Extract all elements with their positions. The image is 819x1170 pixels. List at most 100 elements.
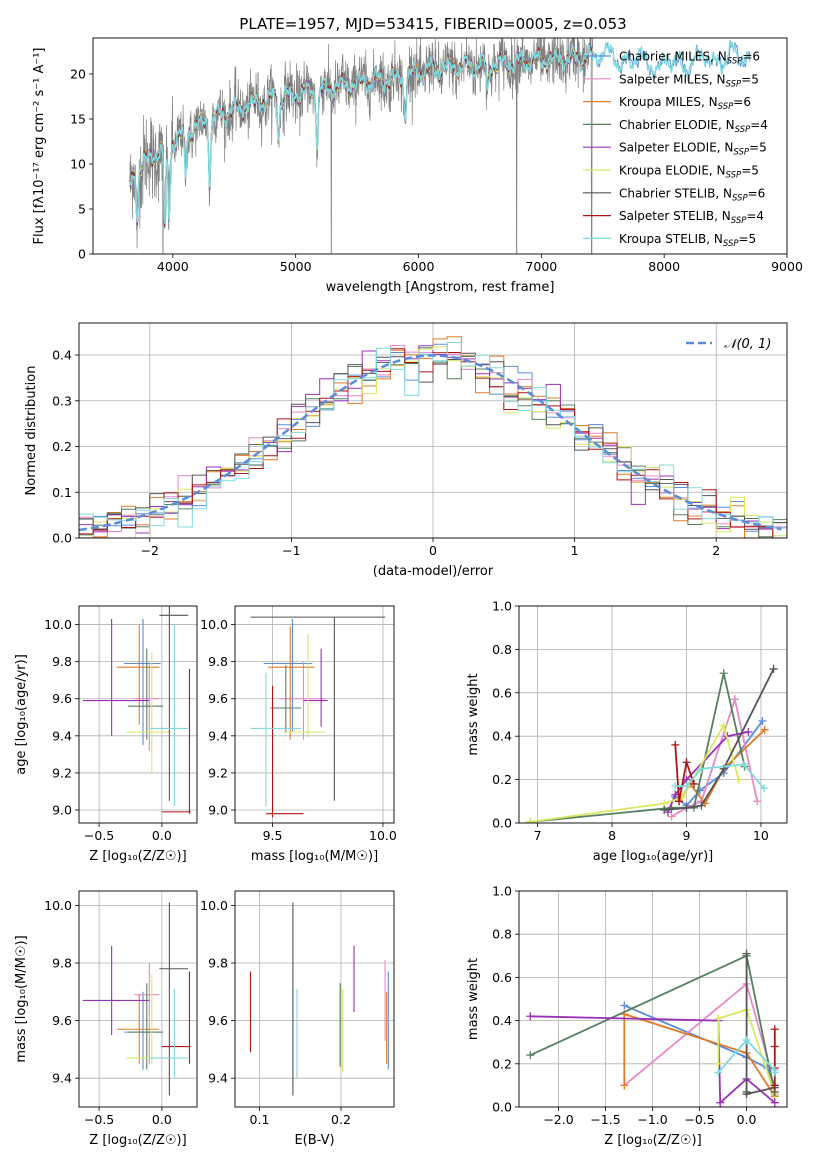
y-tick-label: 9.6 xyxy=(208,1013,228,1028)
x-tick-label: −2.0 xyxy=(543,1112,573,1127)
x-axis-label: mass [log₁₀(M/M☉)] xyxy=(251,849,378,864)
y-tick-label: 0 xyxy=(78,247,86,262)
weight-line-kroupa-elodie xyxy=(530,723,740,823)
x-tick-label: 0.2 xyxy=(331,1112,351,1127)
x-tick-label: 10.0 xyxy=(369,828,397,843)
legend-entry: Chabrier ELODIE, NSSP=4 xyxy=(619,118,768,135)
model-line-kroupa-stelib xyxy=(129,40,751,224)
weight-marker xyxy=(714,1014,723,1023)
weight-marker xyxy=(660,805,669,814)
x-tick-label: 2 xyxy=(712,543,720,558)
x-axis-label: age [log₁₀(age/yr)] xyxy=(593,849,714,864)
x-tick-label: 1 xyxy=(571,543,579,558)
weight-marker xyxy=(770,1025,779,1034)
figure-title: PLATE=1957, MJD=53415, FIBERID=0005, z=0… xyxy=(239,15,626,33)
legend-label: Chabrier ELODIE, N xyxy=(619,118,735,132)
y-axis-label: mass [log₁₀(M/M☉)] xyxy=(14,935,29,1062)
legend-sub: SSP xyxy=(723,239,739,249)
legend-sub: SSP xyxy=(727,57,743,67)
y-tick-label: 0.4 xyxy=(492,729,512,744)
legend-sub: SSP xyxy=(718,102,734,112)
y-tick-label: 9.8 xyxy=(208,956,228,971)
weight-marker xyxy=(753,797,762,806)
y-tick-label: 9.8 xyxy=(52,956,72,971)
y-tick-label: 0.0 xyxy=(492,1100,512,1115)
weight-line-chabrier-elodie xyxy=(530,673,746,823)
legend-label: Salpeter ELODIE, N xyxy=(619,141,733,155)
x-tick-label: −1.5 xyxy=(590,1112,620,1127)
legend-entry: Kroupa STELIB, NSSP=5 xyxy=(619,232,756,249)
weight-marker xyxy=(739,760,748,769)
chart-mass-vs-ebv: 0.1 0.2 9.4 9.6 9.8 10.0 E(B-V) xyxy=(200,890,395,1148)
x-tick-label: 8000 xyxy=(648,259,680,274)
weight-marker xyxy=(760,725,769,734)
plot-frame xyxy=(78,890,198,1108)
weight-line-kroupa-elodie xyxy=(717,1008,776,1095)
legend-sub: SSP xyxy=(731,216,747,226)
y-tick-label: 20 xyxy=(70,67,86,82)
weight-vs-age-plot-area xyxy=(526,664,778,823)
mass-vs-ebv-plot-area xyxy=(249,902,389,1096)
legend-entry: Chabrier STELIB, NSSP=6 xyxy=(619,186,765,203)
y-tick-label: 9.6 xyxy=(52,1013,72,1028)
weight-marker xyxy=(526,817,535,823)
x-axis-label: Z [log₁₀(Z/Z☉)] xyxy=(89,849,186,864)
weight-marker xyxy=(667,812,676,821)
chart-age-vs-mass: 9.5 10.0 9.0 9.2 9.4 9.6 9.8 10.0 mass [log₁₀(M/… xyxy=(200,605,397,864)
y-tick-label: 9.2 xyxy=(208,765,228,780)
legend-label: 𝒩(0, 1) xyxy=(724,337,771,352)
y-tick-label: 15 xyxy=(70,112,86,127)
model-line-chabrier-miles xyxy=(129,41,751,229)
weight-marker xyxy=(697,764,706,773)
y-tick-label: 9.4 xyxy=(52,728,72,743)
x-axis-label: Z [log₁₀(Z/Z☉)] xyxy=(89,1133,186,1148)
weight-marker xyxy=(526,1012,535,1021)
x-tick-label: 7 xyxy=(534,828,542,843)
weight-marker xyxy=(682,782,691,791)
weight-marker xyxy=(719,721,728,730)
weight-marker xyxy=(620,1081,629,1090)
weight-marker xyxy=(719,669,728,678)
weight-marker xyxy=(682,803,691,812)
y-tick-label: 9.0 xyxy=(52,803,72,818)
legend-tail: =5 xyxy=(739,232,757,246)
y-axis-label: mass weight xyxy=(466,958,481,1040)
legend-tail: =5 xyxy=(749,141,767,155)
chart-mass-vs-Z: −0.5 0.0 9.4 9.6 9.8 10.0 Z [log₁₀(Z/Z☉)] mass … xyxy=(14,890,198,1148)
plot-frame xyxy=(234,605,395,824)
x-axis-label: (data-model)/error xyxy=(373,564,494,579)
legend-sub: SSP xyxy=(726,79,742,89)
x-tick-label: 0.1 xyxy=(250,1112,270,1127)
weight-marker xyxy=(742,1036,751,1045)
age-vs-mass-plot-area xyxy=(250,616,386,818)
plot-frame xyxy=(234,890,395,1108)
y-tick-label: 9.4 xyxy=(208,1071,228,1086)
legend-sub: SSP xyxy=(733,148,749,158)
y-tick-label: 5 xyxy=(78,202,86,217)
y-tick-label: 0.8 xyxy=(492,927,512,942)
y-tick-label: 0.0 xyxy=(492,816,512,831)
weight-marker xyxy=(758,717,767,726)
x-tick-label: 0.0 xyxy=(152,828,172,843)
y-tick-label: 0.2 xyxy=(52,439,72,454)
legend-sub: SSP xyxy=(732,193,748,203)
x-tick-label: 9 xyxy=(683,828,691,843)
plot-frame xyxy=(518,605,788,824)
weight-marker xyxy=(671,740,680,749)
spectrum-plot-area xyxy=(129,38,751,254)
weight-marker xyxy=(770,1098,779,1107)
legend-label: Salpeter MILES, N xyxy=(619,72,726,86)
y-tick-label: 0.8 xyxy=(492,642,512,657)
legend-label: Chabrier STELIB, N xyxy=(619,186,732,200)
y-tick-label: 10 xyxy=(70,157,86,172)
y-tick-label: 0.6 xyxy=(492,970,512,985)
legend-label: Kroupa STELIB, N xyxy=(619,232,723,246)
x-tick-label: 8 xyxy=(608,828,616,843)
x-axis-label: E(B-V) xyxy=(294,1133,334,1148)
weight-marker xyxy=(734,775,743,784)
x-tick-label: 4000 xyxy=(157,259,189,274)
legend-entry: Salpeter STELIB, NSSP=4 xyxy=(619,209,764,226)
y-tick-label: 0.2 xyxy=(492,1056,512,1071)
legend-entry: Salpeter MILES, NSSP=5 xyxy=(619,72,759,89)
y-tick-label: 10.0 xyxy=(200,898,228,913)
